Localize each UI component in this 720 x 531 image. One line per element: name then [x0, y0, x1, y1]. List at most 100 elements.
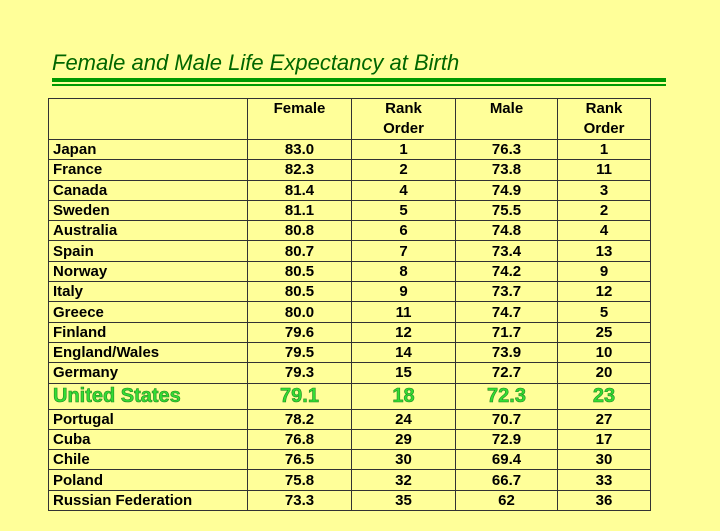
table-body: Japan 83.0 1 76.3 1 France 82.3 2 73.8 11 Canada 81…	[48, 138, 651, 512]
female-rank-cell: 32	[351, 469, 456, 491]
male-value-cell: 73.7	[455, 281, 558, 303]
table-row-highlight: United States 79.1 18 72.3 23	[48, 382, 651, 410]
male-value-cell: 72.7	[455, 362, 558, 384]
female-rank-cell: 35	[351, 489, 456, 512]
header-female: Female	[247, 98, 352, 140]
page-title: Female and Male Life Expectancy at Birth	[52, 50, 460, 75]
male-value-cell: 71.7	[455, 321, 558, 343]
male-rank-cell: 12	[557, 281, 651, 303]
female-value-cell: 81.4	[247, 179, 352, 201]
header-label: Rank	[385, 100, 422, 117]
country-cell: Finland	[48, 321, 248, 343]
life-expectancy-table: Female Rank Order Male Rank Order Japan 83.0 1 7…	[48, 98, 651, 512]
table-row: Sweden 81.1 5 75.5 2	[48, 199, 651, 222]
male-rank-cell: 1	[557, 138, 651, 161]
male-value-cell: 75.5	[455, 199, 558, 222]
female-value-cell: 82.3	[247, 159, 352, 181]
header-blank	[48, 98, 248, 140]
header-label: Order	[383, 120, 424, 137]
country-cell: England/Wales	[48, 341, 248, 364]
male-rank-cell: 30	[557, 449, 651, 471]
female-rank-cell: 6	[351, 220, 456, 242]
male-rank-cell: 23	[557, 382, 651, 410]
female-rank-cell: 29	[351, 428, 456, 451]
country-cell: United States	[48, 382, 248, 410]
female-value-cell: 79.1	[247, 382, 352, 410]
table-row: Norway 80.5 8 74.2 9	[48, 260, 651, 283]
table-row: France 82.3 2 73.8 11	[48, 159, 651, 181]
male-rank-cell: 13	[557, 240, 651, 262]
header-label: Rank	[585, 100, 623, 117]
male-value-cell: 73.8	[455, 159, 558, 181]
table-row: Cuba 76.8 29 72.9 17	[48, 428, 651, 451]
male-value-cell: 73.4	[455, 240, 558, 262]
female-rank-cell: 12	[351, 321, 456, 343]
male-rank-cell: 33	[557, 469, 651, 491]
female-value-cell: 80.5	[247, 260, 352, 283]
country-cell: Australia	[48, 220, 248, 242]
table-row: Chile 76.5 30 69.4 30	[48, 449, 651, 471]
table-row: Finland 79.6 12 71.7 25	[48, 321, 651, 343]
male-value-cell: 76.3	[455, 138, 558, 161]
table-row: Japan 83.0 1 76.3 1	[48, 138, 651, 161]
country-cell: Russian Federation	[48, 489, 248, 512]
female-value-cell: 78.2	[247, 408, 352, 430]
table-row: Australia 80.8 6 74.8 4	[48, 220, 651, 242]
country-cell: France	[48, 159, 248, 181]
country-cell: Spain	[48, 240, 248, 262]
header-female-rank-order: Rank Order	[351, 98, 456, 140]
female-value-cell: 73.3	[247, 489, 352, 512]
male-value-cell: 66.7	[455, 469, 558, 491]
male-value-cell: 74.9	[455, 179, 558, 201]
title-underline	[52, 78, 666, 82]
male-rank-cell: 11	[557, 159, 651, 181]
male-value-cell: 74.2	[455, 260, 558, 283]
table-row: Italy 80.5 9 73.7 12	[48, 281, 651, 303]
female-value-cell: 75.8	[247, 469, 352, 491]
country-cell: Greece	[48, 301, 248, 323]
male-rank-cell: 9	[557, 260, 651, 283]
table-row: Canada 81.4 4 74.9 3	[48, 179, 651, 201]
header-male-rank-order: Rank Order	[557, 98, 651, 140]
female-rank-cell: 18	[351, 382, 456, 410]
header-label: Order	[583, 120, 625, 137]
female-value-cell: 80.5	[247, 281, 352, 303]
male-value-cell: 73.9	[455, 341, 558, 364]
female-value-cell: 79.5	[247, 341, 352, 364]
country-cell: Germany	[48, 362, 248, 384]
male-value-cell: 74.8	[455, 220, 558, 242]
female-rank-cell: 2	[351, 159, 456, 181]
title-underline-thin	[52, 84, 666, 86]
header-label: Female	[273, 100, 326, 117]
female-value-cell: 83.0	[247, 138, 352, 161]
female-rank-cell: 24	[351, 408, 456, 430]
male-rank-cell: 3	[557, 179, 651, 201]
male-rank-cell: 20	[557, 362, 651, 384]
female-value-cell: 79.3	[247, 362, 352, 384]
country-cell: Italy	[48, 281, 248, 303]
female-value-cell: 76.5	[247, 449, 352, 471]
female-rank-cell: 15	[351, 362, 456, 384]
female-value-cell: 81.1	[247, 199, 352, 222]
female-rank-cell: 14	[351, 341, 456, 364]
table-row: Greece 80.0 11 74.7 5	[48, 301, 651, 323]
male-rank-cell: 4	[557, 220, 651, 242]
table-row: Poland 75.8 32 66.7 33	[48, 469, 651, 491]
female-rank-cell: 4	[351, 179, 456, 201]
male-value-cell: 74.7	[455, 301, 558, 323]
table-row: Germany 79.3 15 72.7 20	[48, 362, 651, 384]
table-row: Portugal 78.2 24 70.7 27	[48, 408, 651, 430]
female-rank-cell: 7	[351, 240, 456, 262]
table-row: England/Wales 79.5 14 73.9 10	[48, 341, 651, 364]
female-rank-cell: 9	[351, 281, 456, 303]
female-value-cell: 79.6	[247, 321, 352, 343]
table-header-row: Female Rank Order Male Rank Order	[48, 98, 651, 140]
male-rank-cell: 10	[557, 341, 651, 364]
male-value-cell: 72.9	[455, 428, 558, 451]
female-rank-cell: 1	[351, 138, 456, 161]
header-male: Male	[455, 98, 558, 140]
male-rank-cell: 25	[557, 321, 651, 343]
female-value-cell: 80.7	[247, 240, 352, 262]
country-cell: Portugal	[48, 408, 248, 430]
country-cell: Sweden	[48, 199, 248, 222]
